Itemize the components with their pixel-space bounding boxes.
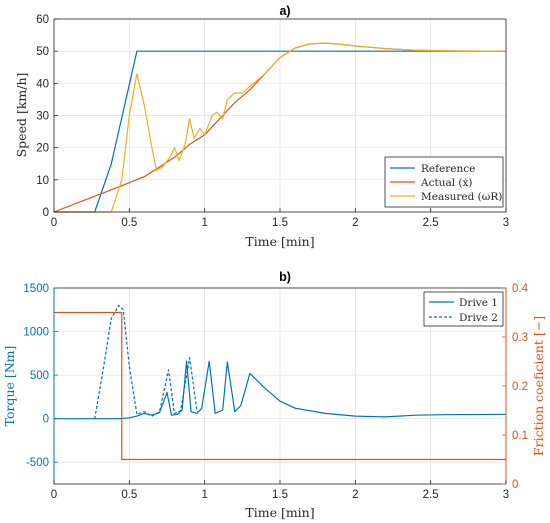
chart-a-yticks: 0 10 20 30 40 50 60 [36, 14, 58, 219]
chart-b-xticks: 0 0.5 1 1.5 2 2.5 3 [51, 480, 509, 501]
x-tick-label: 2 [352, 489, 358, 501]
y-tick-label: 50 [36, 46, 49, 58]
chart-b-xlabel: Time [min] [245, 505, 314, 520]
x-tick-label: 2 [352, 217, 358, 229]
y-tick-label: 20 [36, 143, 49, 155]
chart-b-series [54, 304, 507, 461]
chart-a-legend: Reference Actual (ẋ) Measured (ωR) [384, 156, 504, 208]
y2-tick-label: 0.3 [512, 332, 528, 344]
y-tick-label: 0 [43, 207, 49, 219]
x-tick-label: 1 [201, 489, 207, 501]
y2-tick-label: 0.2 [512, 381, 528, 393]
y-tick-label: 30 [36, 111, 49, 123]
y2-tick-label: 0 [512, 479, 518, 491]
series-line-drive-1 [54, 360, 507, 420]
chart-b-y2ticks: 0 0.1 0.2 0.3 0.4 [502, 283, 529, 491]
series-line-drive-2 [94, 304, 198, 419]
x-tick-label: 0.5 [121, 217, 137, 229]
chart-b-ylabel: Torque [Nm] [2, 346, 17, 427]
chart-b-legend-box [423, 291, 504, 327]
x-tick-label: 0 [51, 489, 57, 501]
x-tick-label: 3 [503, 489, 509, 501]
chart-a: a) 0 0.5 1 1.5 2 2.5 3 0 10 20 30 40 50 60 Time [min… [14, 4, 509, 249]
chart-b-title: b) [279, 270, 291, 284]
chart-b-legend: Drive 1 Drive 2 [423, 291, 504, 327]
x-tick-label: 0 [51, 217, 57, 229]
x-tick-label: 1.5 [272, 217, 288, 229]
x-tick-label: 1.5 [272, 489, 288, 501]
y-tick-label: 10 [36, 175, 49, 187]
chart-b-yticks: -500 0 500 1000 1500 [23, 283, 58, 469]
y-tick-label: 40 [36, 78, 49, 90]
y-tick-label: 1500 [23, 283, 49, 295]
y-tick-label: 60 [36, 14, 49, 26]
legend-label-measured: Measured (ωR) [421, 191, 502, 203]
chart-a-xlabel: Time [min] [245, 234, 314, 249]
y-tick-label: 1000 [23, 327, 49, 339]
chart-b: b) 0 0.5 1 1.5 2 2.5 3 -500 0 500 1000 1500 0 0.1 0.… [2, 270, 546, 520]
chart-a-title: a) [279, 4, 290, 18]
x-tick-label: 2.5 [423, 489, 439, 501]
legend-label-drive-2: Drive 2 [459, 312, 498, 324]
x-tick-label: 1 [201, 217, 207, 229]
y-tick-label: 0 [43, 414, 49, 426]
chart-a-xticks: 0 0.5 1 1.5 2 2.5 3 [51, 208, 509, 229]
legend-label-actual: Actual (ẋ) [420, 177, 473, 189]
x-tick-label: 3 [503, 217, 509, 229]
series-line-measured-r [54, 42, 507, 213]
series-line-friction-coefficient [54, 311, 506, 461]
chart-a-ylabel: Speed [km/h] [14, 73, 29, 158]
y-tick-label: -500 [26, 457, 49, 469]
x-tick-label: 2.5 [423, 217, 439, 229]
y2-tick-label: 0.4 [512, 283, 529, 295]
y-tick-label: 500 [30, 370, 49, 382]
y2-tick-label: 0.1 [512, 430, 528, 442]
chart-b-y2label: Friction coeficient [−] [531, 316, 546, 456]
legend-label-drive-1: Drive 1 [459, 297, 498, 309]
legend-label-reference: Reference [421, 163, 475, 175]
x-tick-label: 0.5 [121, 489, 137, 501]
